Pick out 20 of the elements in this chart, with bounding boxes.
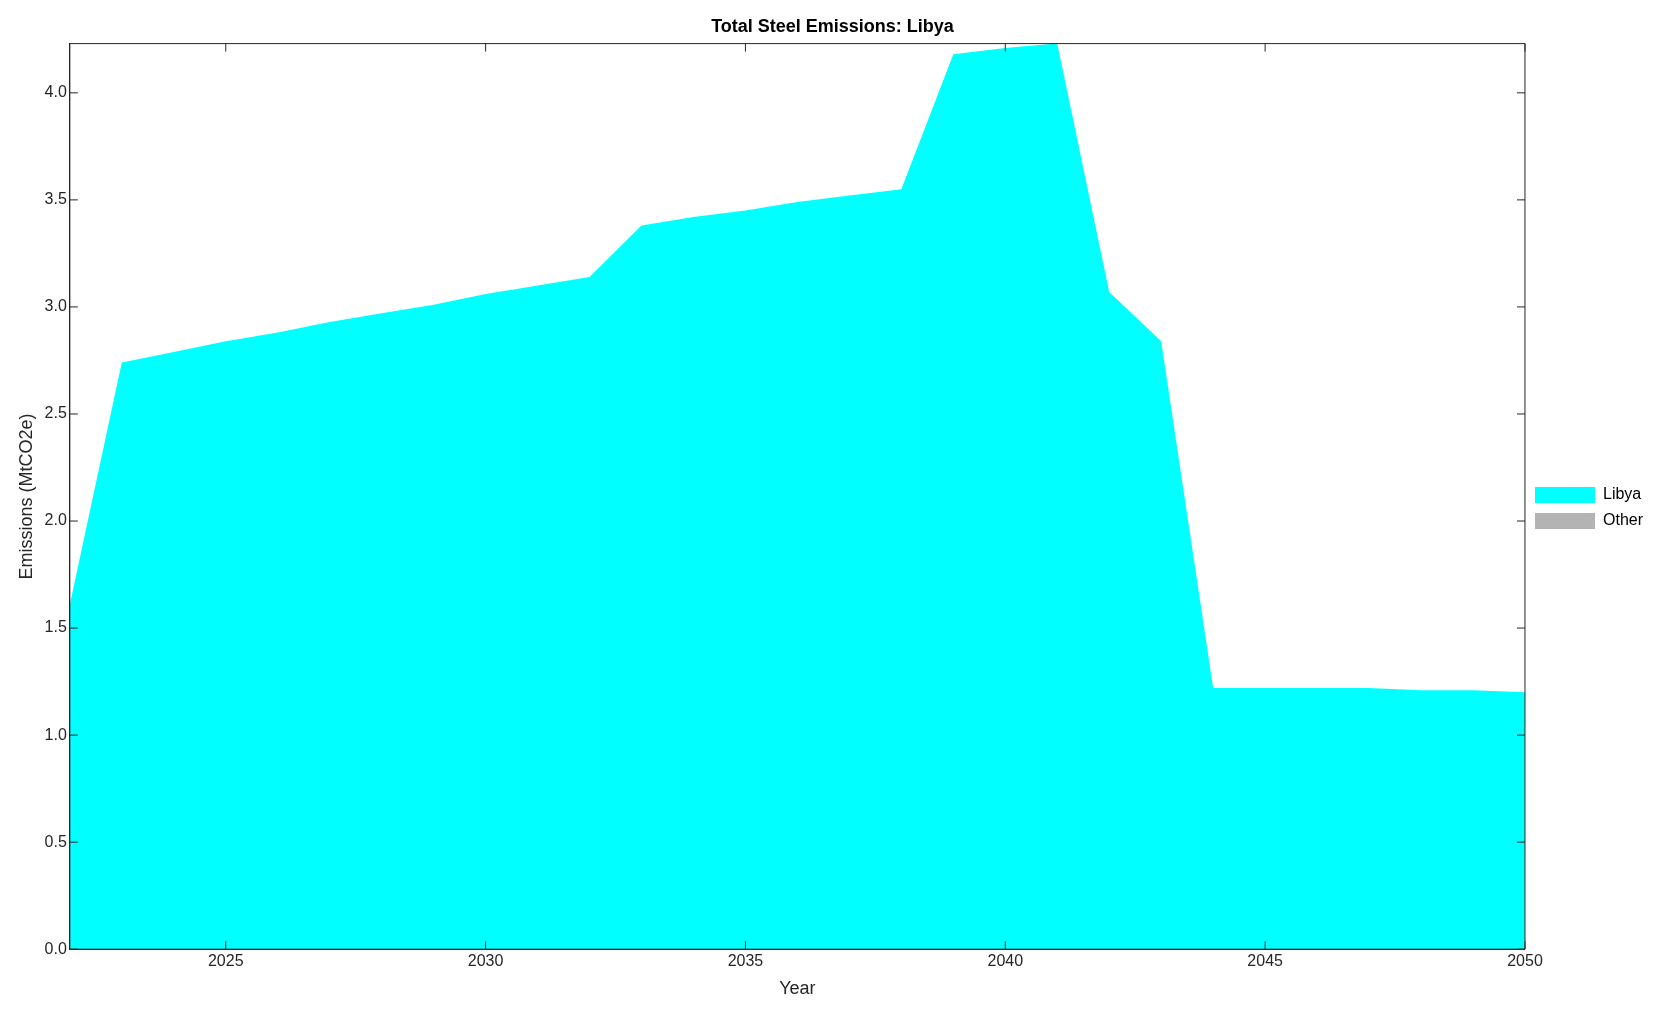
y-tick-label: 2.5 [44, 404, 67, 422]
x-tick-label: 2030 [467, 952, 504, 970]
x-tick-label: 2045 [1247, 952, 1284, 970]
y-tick-label: 0.5 [44, 832, 67, 850]
y-tick-label: 4.0 [44, 83, 67, 101]
x-axis-title: Year [779, 978, 816, 999]
x-tick-label: 2025 [207, 952, 244, 970]
legend-label: Libya [1602, 485, 1642, 503]
x-tick-label: 2035 [727, 952, 764, 970]
y-axis-title: Emissions (MtCO2e) [15, 413, 36, 580]
x-tick-label: 2040 [987, 952, 1024, 970]
y-tick-label: 3.5 [44, 190, 67, 208]
y-tick-label: 2.0 [44, 511, 67, 529]
y-tick-label: 3.0 [44, 297, 67, 315]
chart-title: Total Steel Emissions: Libya [711, 15, 955, 36]
y-tick-label: 1.0 [44, 725, 67, 743]
y-tick-label: 1.5 [44, 618, 67, 636]
x-tick-label: 2050 [1507, 952, 1543, 970]
legend-label: Other [1602, 511, 1644, 529]
y-tick-label: 0.0 [44, 939, 67, 957]
